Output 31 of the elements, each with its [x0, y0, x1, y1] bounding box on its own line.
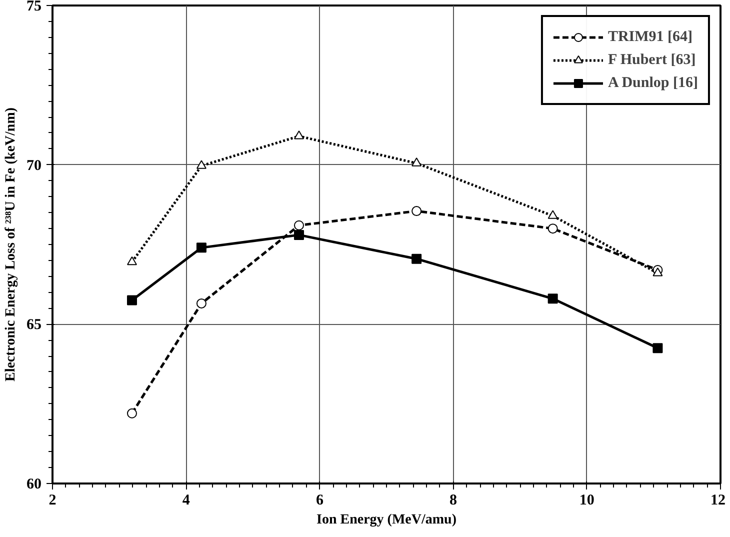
x-tick-label: 12 — [710, 492, 726, 508]
legend-label: TRIM91 [64] — [608, 28, 693, 46]
point — [196, 298, 206, 308]
point — [196, 160, 206, 169]
point — [652, 343, 663, 354]
y-tick-label: 60 — [26, 476, 42, 492]
point — [294, 130, 304, 140]
point — [548, 294, 558, 304]
x-tick-label: 10 — [579, 492, 594, 508]
y-tick-label: 75 — [26, 0, 42, 14]
point — [126, 408, 137, 418]
y-tick-label: 70 — [26, 158, 42, 174]
point — [126, 295, 137, 306]
point — [412, 158, 422, 166]
x-tick-label: 2 — [48, 492, 56, 508]
x-tick-label: 4 — [182, 492, 190, 508]
x-tick-label: 6 — [316, 492, 324, 508]
legend-label: A Dunlop [16] — [608, 74, 698, 92]
y-tick-label: 65 — [26, 317, 42, 334]
point — [412, 254, 422, 264]
point — [412, 206, 422, 216]
x-axis-title: Ion Energy (MeV/amu) — [316, 512, 457, 528]
legend-label: F Hubert [63] — [608, 52, 696, 68]
y-axis-title: Electronic Energy Loss of ²³⁸U in Fe (keV/nm) — [4, 107, 18, 382]
x-tick-label: 8 — [450, 492, 458, 508]
point — [294, 230, 304, 240]
point — [548, 224, 558, 234]
point — [548, 210, 558, 219]
point — [294, 220, 304, 230]
point — [196, 242, 206, 253]
point — [126, 256, 137, 266]
